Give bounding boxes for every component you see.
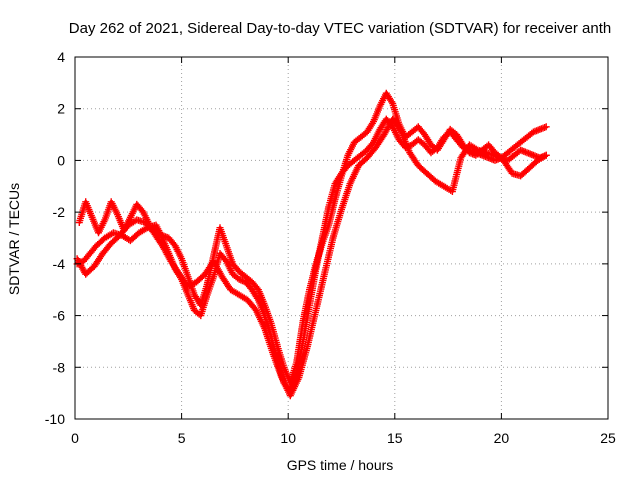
series-2: [75, 89, 550, 387]
x-tick-label: 0: [71, 430, 79, 446]
x-axis-label: GPS time / hours: [287, 457, 394, 473]
x-tick-label: 15: [387, 430, 403, 446]
chart-title: Day 262 of 2021, Sidereal Day-to-day VTE…: [69, 20, 611, 37]
plot-frame: [74, 56, 609, 420]
y-tick-label: -10: [45, 411, 65, 427]
y-axis-label: SDTVAR / TECUs: [6, 183, 22, 295]
x-tick-label: 10: [280, 430, 296, 446]
y-tick-label: 2: [57, 101, 65, 117]
axes: 0 5 10 15 20 25 -10 -8 -6 -4 -2 0 2 4: [45, 49, 616, 446]
data-point: [542, 123, 550, 131]
y-tick-label: -4: [53, 256, 66, 272]
y-tick-label: 0: [57, 152, 65, 168]
data-point: [539, 153, 547, 161]
series-1: [73, 115, 550, 400]
data-point: [542, 151, 550, 159]
x-tick-label: 20: [494, 430, 510, 446]
y-tick-label: 4: [57, 49, 65, 65]
data-point: [531, 152, 539, 160]
series-0: [73, 115, 550, 395]
data-point: [158, 231, 166, 239]
x-tick-label: 25: [600, 430, 616, 446]
data-points: [73, 89, 550, 400]
y-tick-label: -6: [53, 308, 66, 324]
grid-lines: [75, 57, 608, 419]
y-tick-label: -8: [53, 359, 66, 375]
x-tick-label: 5: [178, 430, 186, 446]
y-tick-label: -2: [53, 204, 66, 220]
